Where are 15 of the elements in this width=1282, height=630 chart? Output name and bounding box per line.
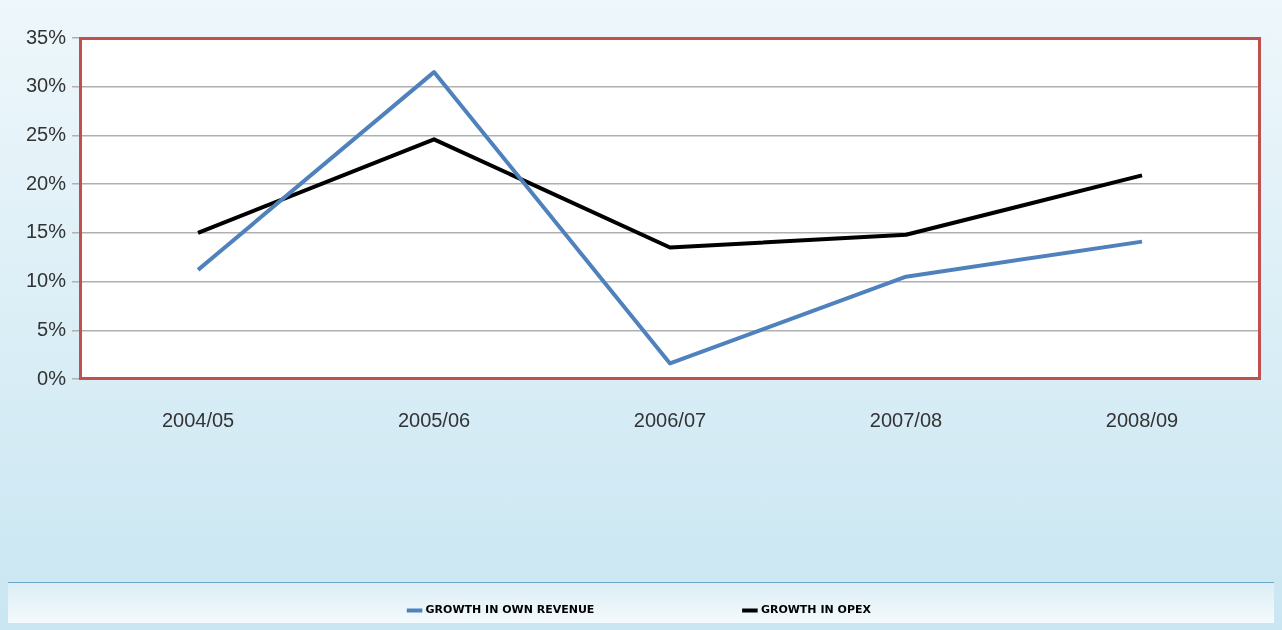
y-tick-label: 0%	[37, 366, 67, 389]
x-tick-label: 2006/07	[633, 408, 707, 431]
x-tick-label: 2008/09	[1105, 408, 1179, 431]
x-tick-label: 2005/06	[397, 408, 471, 431]
x-tick-label: 2004/05	[161, 408, 235, 431]
y-tick-label: 30%	[26, 74, 67, 97]
y-tick-label: 25%	[26, 122, 67, 145]
y-tick-label: 10%	[26, 269, 67, 292]
y-tick-label: 5%	[37, 317, 67, 340]
y-tick-label: 20%	[26, 171, 67, 194]
legend-label: GROWTH IN OWN REVENUE	[425, 603, 595, 617]
y-tick-label: 35%	[26, 25, 67, 48]
legend-label: GROWTH IN OPEX	[760, 603, 872, 617]
y-tick-label: 15%	[26, 220, 67, 243]
x-tick-label: 2007/08	[869, 408, 943, 431]
